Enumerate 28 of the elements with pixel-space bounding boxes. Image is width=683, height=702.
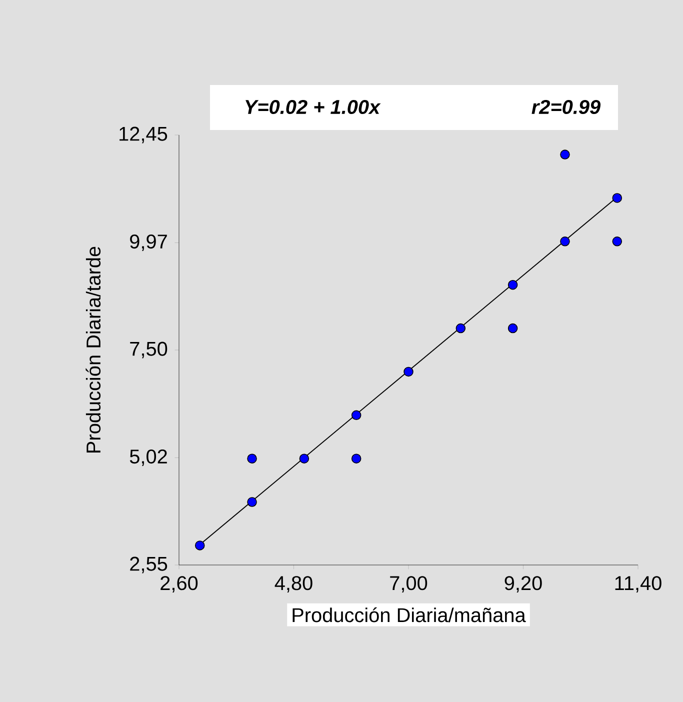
y-tick-label: 9,97 xyxy=(130,234,167,251)
point xyxy=(351,454,362,464)
y-axis-title: Producción Diaria/tarde xyxy=(86,246,101,452)
point xyxy=(508,323,518,334)
point xyxy=(351,410,362,420)
text: r2=0.99 xyxy=(532,100,601,114)
point xyxy=(299,454,310,464)
point xyxy=(247,454,257,464)
point xyxy=(560,236,570,246)
point xyxy=(508,280,518,290)
y-tick-label: 2,55 xyxy=(130,556,168,574)
x-tick-label: 9,20 xyxy=(504,576,542,593)
x-tick-label: 11,40 xyxy=(615,576,662,593)
y-tick-label: 12,45 xyxy=(120,126,168,144)
x-tick-label: 2,60 xyxy=(160,576,198,593)
point xyxy=(560,150,570,160)
x-tick-label: 7,00 xyxy=(390,576,428,593)
y-tick-label: 5,02 xyxy=(130,449,167,466)
x-tick-label: 4,80 xyxy=(274,576,312,593)
point xyxy=(194,540,205,550)
point xyxy=(456,323,466,334)
x-axis-title: Producción Diaria/mañana xyxy=(292,607,526,622)
point xyxy=(612,236,622,246)
point xyxy=(247,497,257,507)
y-tick-label: 7,50 xyxy=(130,342,168,358)
point xyxy=(404,366,414,377)
point xyxy=(612,193,622,203)
text: Y=0.02 + 1.00x xyxy=(246,100,381,114)
